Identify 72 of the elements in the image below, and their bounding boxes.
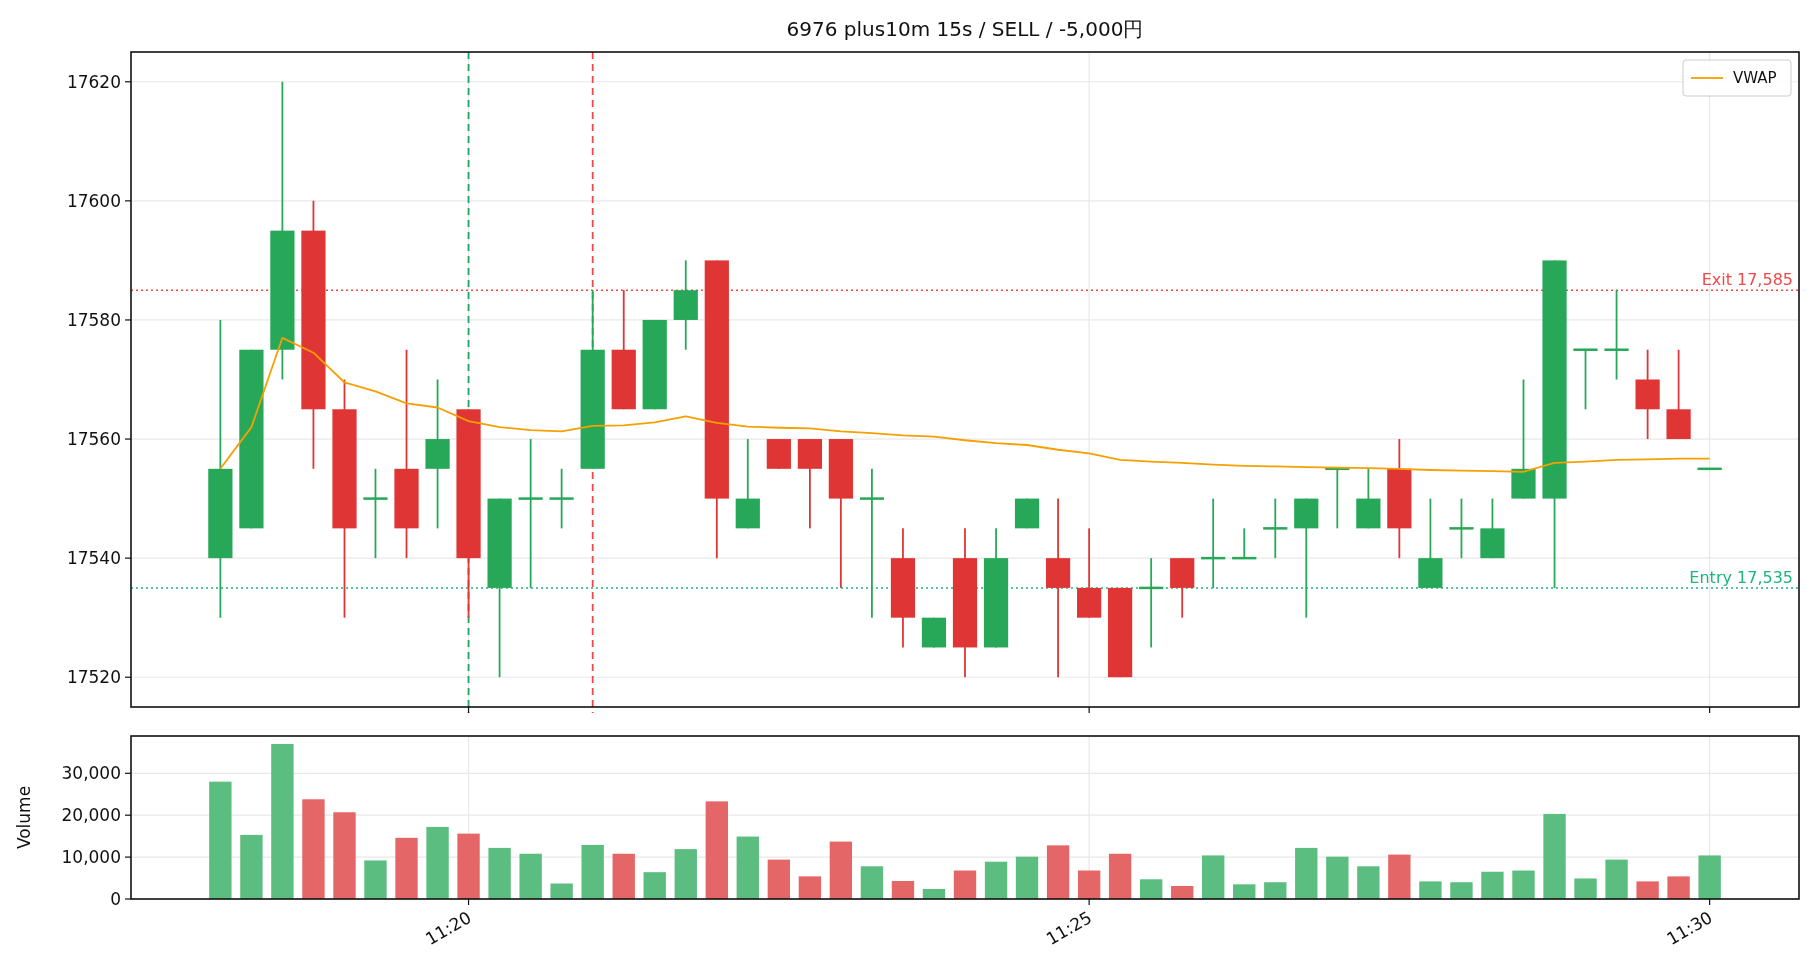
bar	[953, 870, 977, 899]
bar	[1543, 813, 1566, 899]
bar	[488, 847, 511, 899]
legend-label: VWAP	[1733, 69, 1777, 87]
candlestick	[518, 438, 543, 589]
bar	[674, 849, 697, 899]
candlestick	[1263, 497, 1288, 560]
bar	[1139, 879, 1163, 899]
candlestick	[549, 467, 574, 530]
bar	[1388, 854, 1411, 899]
bar	[643, 872, 666, 899]
bar	[891, 880, 915, 899]
y-axis-title: Volume	[14, 785, 34, 850]
bar	[1108, 853, 1132, 899]
candlestick	[363, 467, 388, 560]
y-tick-label: 17540	[66, 548, 121, 569]
candlestick	[859, 467, 885, 619]
bar	[1667, 876, 1690, 899]
candlestick	[1573, 348, 1598, 411]
bar	[1233, 884, 1256, 899]
y-tick-label: 17600	[66, 190, 121, 211]
bar	[1202, 855, 1225, 899]
bar	[1171, 886, 1194, 899]
y-tick-label: 20,000	[61, 805, 121, 826]
chart-title: 6976 plus10m 15s / SELL / -5,000円	[786, 17, 1144, 41]
bar	[1512, 870, 1535, 899]
bar	[1046, 845, 1070, 899]
candlestick	[1449, 497, 1474, 560]
bar	[1295, 847, 1318, 899]
bar	[1450, 882, 1473, 899]
y-tick-label: 17580	[66, 309, 121, 330]
bar	[860, 866, 884, 899]
bar	[395, 837, 418, 899]
bar	[1419, 881, 1442, 899]
bar	[612, 853, 635, 899]
ref-line-label: Entry 17,535	[1689, 567, 1793, 587]
bar	[581, 844, 604, 899]
y-tick-label: 17560	[66, 429, 121, 450]
bar	[271, 743, 294, 899]
bar	[1605, 859, 1628, 899]
bar	[1574, 878, 1597, 899]
bar	[364, 860, 387, 899]
ref-line-label: Exit 17,585	[1701, 270, 1793, 290]
bar	[426, 826, 449, 899]
bar	[240, 834, 263, 899]
bar	[457, 833, 480, 899]
bar	[1698, 855, 1721, 899]
bar	[1357, 866, 1380, 899]
y-tick-label: 17520	[66, 667, 121, 688]
bar	[705, 801, 728, 899]
bar	[984, 861, 1008, 899]
bar	[1264, 882, 1287, 899]
bar	[1077, 870, 1101, 899]
candlestick	[1604, 289, 1629, 381]
line-series	[219, 336, 1711, 473]
bar	[798, 876, 822, 899]
bar	[209, 781, 232, 899]
bar	[1015, 856, 1039, 899]
bar	[1636, 881, 1659, 899]
bar	[1481, 871, 1504, 899]
bar	[550, 883, 573, 899]
y-tick-label: 30,000	[61, 763, 121, 784]
bar	[736, 836, 759, 899]
bar	[519, 853, 542, 899]
bar	[1326, 856, 1349, 899]
bar	[302, 799, 325, 899]
y-tick-label: 17620	[66, 71, 121, 92]
bar	[829, 841, 853, 899]
bar	[333, 812, 356, 899]
y-tick-label: 0	[110, 889, 121, 909]
y-tick-label: 10,000	[61, 847, 121, 868]
bar	[767, 859, 791, 899]
